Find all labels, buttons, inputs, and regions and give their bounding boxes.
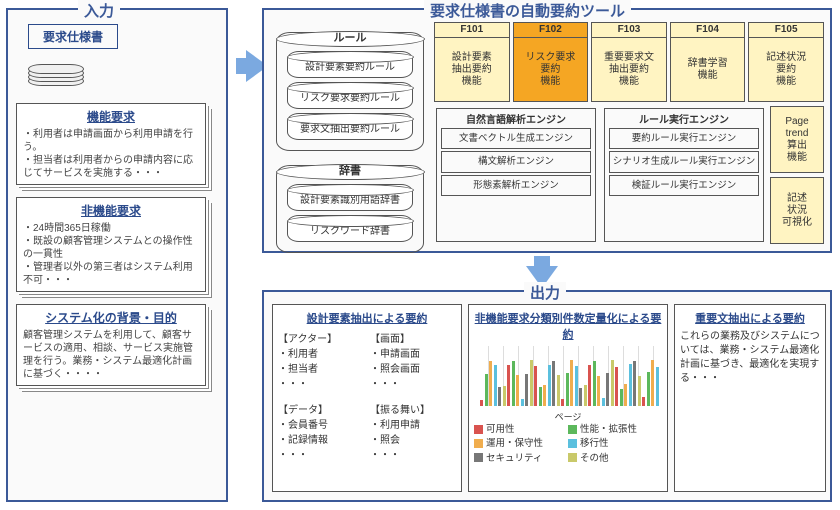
doc-nonfunctional: 非機能要求 ・24時間365日稼働 ・既設の顧客管理システムとの操作性の一貫性 … — [16, 197, 206, 292]
tool-panel: 要求仕様書の自動要約ツール ルール 設計要素要約ルール リスク要求要約ルール 要… — [262, 8, 832, 253]
out-col-1: 設計要素抽出による要約 【アクター】 ・利用者 ・担当者 ・・・ 【データ】 ・… — [272, 304, 462, 492]
legend-availability: 可用性 — [474, 423, 568, 437]
doc-background: システム化の背景・目的 顧客管理システムを利用して、顧客サービスの適用、相談、サ… — [16, 304, 206, 386]
func-F103: F103重要要求文 抽出要約 機能 — [591, 22, 667, 102]
tool-left: ルール 設計要素要約ルール リスク要求要約ルール 要求文抽出要約ルール 辞書 設… — [270, 18, 430, 259]
dict-group: 辞書 設計要素識別用語辞書 リスクワード辞書 — [276, 165, 424, 253]
spec-stack-icon — [28, 48, 98, 88]
xaxis-label: ページ — [474, 410, 662, 423]
tool-right: F101設計要素 抽出要約 機能F102リスク要求 要約 機能F103重要要求文… — [434, 22, 824, 245]
legend-performance: 性能・拡張性 — [568, 423, 662, 437]
tool-title: 要求仕様書の自動要約ツール — [424, 0, 631, 21]
func-F105: F105記述状況 要約 機能 — [748, 22, 824, 102]
legend-operability: 運用・保守性 — [474, 437, 568, 451]
nfr-chart — [474, 346, 662, 406]
out-col-3: 重要文抽出による要約 これらの業務及びシステムについては、業務・システム最適化計… — [674, 304, 826, 492]
spec-label: 要求仕様書 — [28, 24, 118, 49]
function-row: F101設計要素 抽出要約 機能F102リスク要求 要約 機能F103重要要求文… — [434, 22, 824, 102]
legend-security: セキュリティ — [474, 452, 568, 466]
input-title: 入力 — [78, 0, 120, 21]
output-title: 出力 — [524, 282, 566, 303]
doc-list: 機能要求 ・利用者は申請画面から利用申請を行う。 ・担当者は利用者からの申請内容… — [8, 103, 226, 386]
extra-1: 記述 状況 可視化 — [770, 177, 824, 244]
rule-engine-panel: ルール実行エンジン 要約ルール実行エンジン シナリオ生成ルール実行エンジン 検証… — [604, 108, 764, 242]
extra-0: Page trend 算出 機能 — [770, 106, 824, 173]
dict-1: リスクワード辞書 — [287, 215, 413, 242]
func-F101: F101設計要素 抽出要約 機能 — [434, 22, 510, 102]
func-F102: F102リスク要求 要約 機能 — [513, 22, 589, 102]
output-panel: 出力 設計要素抽出による要約 【アクター】 ・利用者 ・担当者 ・・・ 【データ… — [262, 290, 832, 502]
input-panel: 入力 要求仕様書 機能要求 ・利用者は申請画面から利用申請を行う。 ・担当者は利… — [6, 8, 228, 502]
legend-other: その他 — [568, 452, 662, 466]
func-F104: F104辞書学習 機能 — [670, 22, 746, 102]
dict-0: 設計要素識別用語辞書 — [287, 184, 413, 211]
extras-col: Page trend 算出 機能 記述 状況 可視化 — [770, 106, 824, 244]
legend: 可用性性能・拡張性運用・保守性移行性セキュリティその他 — [474, 423, 662, 466]
doc-functional: 機能要求 ・利用者は申請画面から利用申請を行う。 ・担当者は利用者からの申請内容… — [16, 103, 206, 185]
nlp-panel: 自然言語解析エンジン 文書ベクトル生成エンジン 構文解析エンジン 形態素解析エン… — [436, 108, 596, 242]
legend-portability: 移行性 — [568, 437, 662, 451]
out-col-2: 非機能要求分類別件数定量化による要約 ページ 可用性性能・拡張性運用・保守性移行… — [468, 304, 668, 492]
rule-2: 要求文抽出要約ルール — [287, 113, 413, 140]
engine-row: 自然言語解析エンジン 文書ベクトル生成エンジン 構文解析エンジン 形態素解析エン… — [434, 106, 824, 244]
rule-group: ルール 設計要素要約ルール リスク要求要約ルール 要求文抽出要約ルール — [276, 32, 424, 151]
rule-0: 設計要素要約ルール — [287, 51, 413, 78]
rule-1: リスク要求要約ルール — [287, 82, 413, 109]
